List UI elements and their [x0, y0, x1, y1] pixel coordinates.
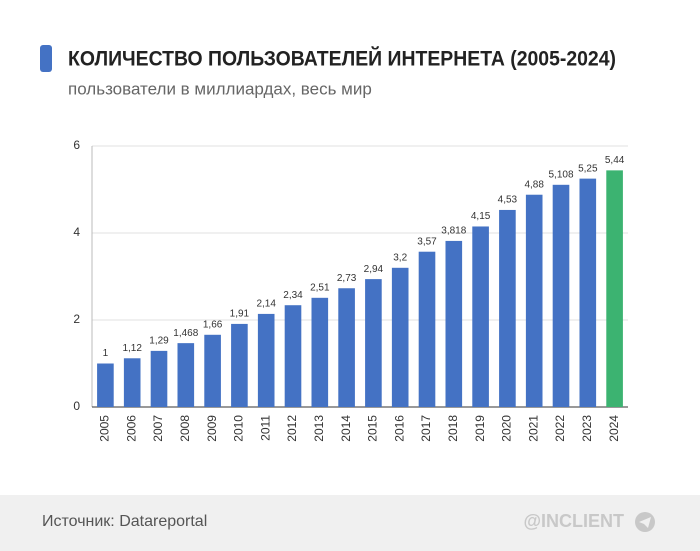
telegram-plane [639, 517, 651, 528]
bar [579, 178, 597, 407]
bar [177, 343, 195, 407]
bar [552, 184, 570, 407]
x-tick-label: 2017 [419, 415, 433, 442]
value-label: 3,2 [393, 252, 407, 263]
value-label: 1,468 [173, 328, 198, 339]
value-label: 5,108 [548, 169, 573, 180]
bar [150, 350, 168, 407]
x-tick-label: 2019 [473, 415, 487, 442]
y-tick-label: 2 [73, 312, 80, 326]
x-tick-label: 2020 [500, 415, 514, 442]
bar [338, 288, 355, 407]
title-icon [40, 45, 52, 72]
x-tick-label: 2015 [366, 415, 380, 442]
watermark: @INCLIENT [523, 511, 624, 531]
y-tick-label: 4 [73, 225, 80, 239]
value-label: 5,44 [605, 155, 625, 166]
value-label: 1 [103, 348, 109, 359]
bar [311, 297, 329, 407]
x-tick-label: 2005 [98, 415, 112, 442]
source: Источник: Datareportal [42, 513, 207, 530]
bar [284, 305, 302, 407]
x-tick-label: 2012 [285, 415, 299, 442]
value-label: 4,88 [524, 179, 544, 190]
x-tick-label: 2021 [526, 415, 540, 442]
footer [0, 495, 700, 551]
value-label: 2,51 [310, 282, 330, 293]
bar [606, 170, 623, 407]
x-tick-label: 2016 [392, 415, 406, 442]
value-label: 1,66 [203, 319, 223, 330]
bar [231, 323, 248, 407]
chart-subtitle: пользователи в миллиардах, весь мир [68, 79, 372, 98]
value-label: 2,73 [337, 273, 357, 284]
x-tick-label: 2007 [151, 415, 165, 442]
bar [525, 194, 543, 407]
bar [445, 240, 463, 407]
chart-title: КОЛИЧЕСТВО ПОЛЬЗОВАТЕЛЕЙ ИНТЕРНЕТА (2005… [68, 47, 616, 71]
bar [97, 363, 114, 407]
x-tick-label: 2011 [258, 415, 272, 441]
bar [257, 313, 275, 407]
value-label: 4,53 [498, 195, 518, 206]
value-label: 2,34 [283, 290, 303, 301]
value-label: 2,14 [256, 299, 276, 310]
x-tick-label: 2010 [232, 415, 246, 442]
value-label: 3,57 [417, 236, 437, 247]
x-tick-label: 2009 [205, 415, 219, 442]
x-tick-label: 2006 [124, 415, 138, 442]
bar [391, 267, 409, 407]
bar [418, 251, 436, 407]
value-label: 5,25 [578, 163, 598, 174]
x-tick-label: 2008 [178, 415, 192, 442]
y-tick-label: 6 [73, 138, 80, 152]
bar [499, 209, 516, 407]
bar [123, 358, 141, 407]
x-tick-label: 2023 [580, 415, 594, 442]
x-tick-label: 2024 [607, 415, 621, 442]
value-label: 4,15 [471, 211, 491, 222]
value-label: 1,91 [230, 309, 250, 320]
value-label: 1,29 [149, 336, 169, 347]
bar [472, 226, 489, 407]
value-label: 2,94 [364, 264, 384, 275]
x-tick-label: 2014 [339, 415, 353, 442]
bar [204, 334, 221, 407]
x-tick-label: 2013 [312, 415, 326, 442]
x-tick-label: 2022 [553, 415, 567, 442]
value-label: 1,12 [122, 343, 142, 354]
bar [365, 279, 382, 407]
plot-area: 0 2 4 6 2005 1 2006 1,12 2007 1,29 2008 1,468 2009 1,… [73, 138, 628, 442]
value-label: 3,818 [441, 226, 466, 237]
y-tick-label: 0 [73, 399, 80, 413]
x-tick-label: 2018 [446, 415, 460, 442]
